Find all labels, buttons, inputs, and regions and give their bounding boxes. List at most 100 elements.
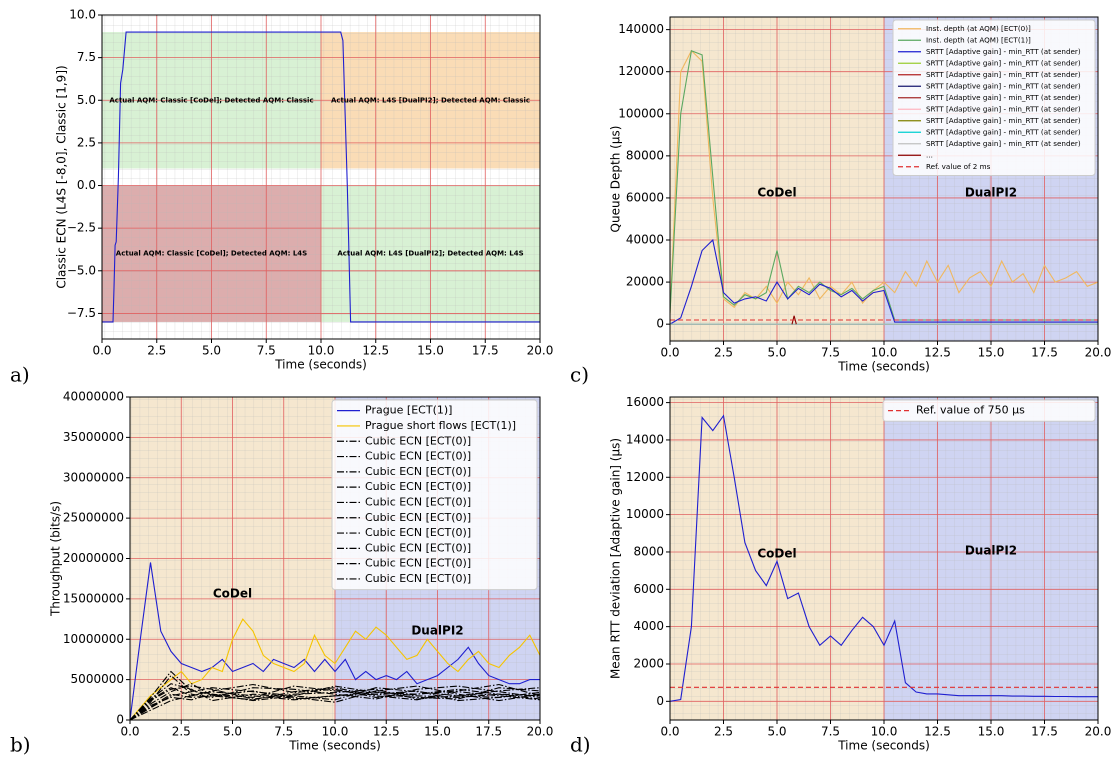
legend-label: Cubic ECN [ECT(0)] [365, 480, 471, 493]
y-tick-label: −2.5 [67, 221, 96, 235]
y-tick-label: 15000000 [63, 591, 124, 605]
plot-frame [101, 14, 541, 340]
x-tick-label: 17.5 [475, 725, 502, 739]
x-tick-label: 0.0 [120, 725, 139, 739]
series-line [130, 690, 540, 720]
series-line [130, 685, 540, 720]
x-tick-label: 17.5 [1031, 346, 1058, 360]
legend-label: Inst. depth (at AQM) [ECT(0)] [926, 24, 1031, 33]
y-tick-label: 20000 [626, 275, 664, 289]
y-tick-label: 7.5 [77, 50, 96, 64]
series-line [670, 238, 1098, 325]
series-line [130, 618, 540, 720]
y-tick-label: 20000000 [63, 551, 124, 565]
series-line [130, 683, 540, 720]
x-tick-label: 15.0 [424, 725, 451, 739]
x-axis-label: Time (seconds) [837, 739, 930, 753]
region-label: DualPI2 [965, 544, 1017, 558]
legend-label: SRTT [Adaptive gain] - min_RTT (at sende… [926, 127, 1081, 136]
legend-label: SRTT [Adaptive gain] - min_RTT (at sende… [926, 58, 1081, 67]
x-tick-label: 2.5 [147, 344, 166, 358]
x-tick-label: 15.0 [417, 344, 444, 358]
y-tick-label: 0 [656, 317, 664, 331]
legend-label: SRTT [Adaptive gain] - min_RTT (at sende… [926, 70, 1081, 79]
x-tick-label: 20.0 [1085, 725, 1112, 739]
series-line [670, 414, 1098, 702]
plot-frame [129, 396, 541, 721]
plot-frame [669, 16, 1099, 342]
legend-label: Cubic ECN [ECT(0)] [365, 450, 471, 463]
legend-label: SRTT [Adaptive gain] - min_RTT (at sende… [926, 116, 1081, 125]
legend-label: Cubic ECN [ECT(0)] [365, 511, 471, 524]
series-line [130, 683, 540, 720]
y-tick-label: 140000 [618, 22, 664, 36]
y-tick-label: 25000000 [63, 511, 124, 525]
y-tick-label: 2.5 [77, 135, 96, 149]
x-tick-label: 17.5 [1031, 725, 1058, 739]
legend-label: SRTT [Adaptive gain] - min_RTT (at sende… [926, 139, 1081, 148]
x-tick-label: 7.5 [274, 725, 293, 739]
region-label: Actual AQM: Classic [CoDel]; Detected AQ… [116, 250, 307, 258]
region-label: CoDel [213, 587, 252, 601]
y-tick-label: 35000000 [63, 430, 124, 444]
legend-label: SRTT [Adaptive gain] - min_RTT (at sende… [926, 93, 1081, 102]
x-tick-label: 5.0 [767, 725, 786, 739]
y-tick-label: 60000 [626, 190, 664, 204]
y-axis-label: Classic ECN (L4S [-8,0], Classic [1,9]) [55, 65, 69, 288]
x-tick-label: 2.5 [714, 725, 733, 739]
x-tick-label: 10.0 [871, 346, 898, 360]
series-line [130, 674, 540, 720]
legend-label: Cubic ECN [ECT(0)] [365, 526, 471, 539]
y-tick-label: −5.0 [67, 263, 96, 277]
legend-label: Cubic ECN [ECT(0)] [365, 541, 471, 554]
legend-label: Prague [ECT(1)] [365, 404, 452, 417]
x-axis-label: Time (seconds) [288, 739, 381, 753]
x-tick-label: 12.5 [373, 725, 400, 739]
legend-label: Inst. depth (at AQM) [ECT(1)] [926, 35, 1031, 44]
y-tick-label: 12000 [626, 470, 664, 484]
y-axis-label: Throughput (bits/s) [49, 501, 63, 617]
x-tick-label: 0.0 [92, 344, 111, 358]
legend-label: SRTT [Adaptive gain] - min_RTT (at sende… [926, 47, 1081, 56]
series-line [102, 31, 540, 323]
y-tick-label: 2000 [633, 656, 664, 670]
panel-label: c) [570, 363, 589, 387]
x-tick-label: 17.5 [472, 344, 499, 358]
panel-label: a) [10, 363, 30, 387]
y-tick-label: 30000000 [63, 470, 124, 484]
legend-label: Prague short flows [ECT(1)] [365, 419, 516, 432]
x-tick-label: 20.0 [527, 344, 554, 358]
series-line [130, 685, 540, 720]
legend-label: Cubic ECN [ECT(0)] [365, 465, 471, 478]
x-tick-label: 20.0 [527, 725, 554, 739]
y-tick-label: 10000000 [63, 632, 124, 646]
x-tick-label: 12.5 [362, 344, 389, 358]
legend-box [331, 399, 538, 591]
region-label: Actual AQM: L4S [DualPI2]; Detected AQM:… [337, 250, 523, 258]
legend-label: Ref. value of 2 ms [926, 162, 991, 171]
y-tick-label: 40000 [626, 233, 664, 247]
y-tick-label: 5000000 [71, 672, 124, 686]
x-tick-label: 5.0 [202, 344, 221, 358]
series-line [130, 687, 540, 720]
legend-label: SRTT [Adaptive gain] - min_RTT (at sende… [926, 104, 1081, 113]
x-tick-label: 0.0 [660, 725, 679, 739]
x-axis-label: Time (seconds) [274, 358, 367, 372]
y-tick-label: 6000 [633, 582, 664, 596]
x-tick-label: 7.5 [257, 344, 276, 358]
legend-label: SRTT [Adaptive gain] - min_RTT (at sende… [926, 81, 1081, 90]
region-label: DualPI2 [965, 186, 1017, 200]
x-tick-label: 10.0 [871, 725, 898, 739]
legend-label: Cubic ECN [ECT(0)] [365, 495, 471, 508]
x-tick-label: 7.5 [821, 346, 840, 360]
series-line [791, 315, 797, 325]
x-tick-label: 5.0 [767, 346, 786, 360]
region-label: Actual AQM: Classic [CoDel]; Detected AQ… [109, 96, 313, 104]
y-axis-label: Mean RTT deviation [Adaptive gain] (µs) [609, 438, 623, 679]
x-tick-label: 10.0 [322, 725, 349, 739]
y-tick-label: 14000 [626, 432, 664, 446]
region-label: CoDel [757, 186, 796, 200]
x-tick-label: 7.5 [821, 725, 840, 739]
